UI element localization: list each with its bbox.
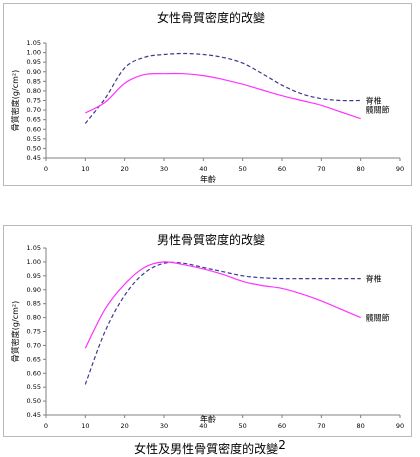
y-tick-label: 1.05: [27, 244, 41, 252]
y-tick-label: 0.45: [27, 411, 41, 419]
y-tick-label: 0.85: [27, 77, 41, 85]
x-tick-label: 20: [121, 165, 129, 173]
x-tick-label: 0: [44, 422, 48, 430]
y-tick-label: 0.60: [27, 369, 41, 377]
y-tick-label: 0.45: [27, 154, 41, 162]
x-tick-label: 10: [81, 165, 89, 173]
chart-title: 男性骨質密度的改變: [157, 232, 265, 247]
y-tick-label: 0.80: [27, 314, 41, 322]
x-tick-label: 90: [396, 165, 404, 173]
series-label-1: 髖關節: [366, 313, 390, 323]
female-bone-density-chart: 女性骨質密度的改變 0.45 0.500.55 0.600.65 0.700.75 0.8…: [10, 10, 404, 184]
x-tick-label: 50: [239, 422, 247, 430]
y-axis-label: 骨質密度(g/cm²): [10, 301, 20, 362]
x-tick-label: 80: [357, 165, 365, 173]
series-label-0: 脊椎: [366, 274, 382, 284]
x-tick-label: 70: [317, 422, 325, 430]
y-tick-label: 0.85: [27, 300, 41, 308]
female-chart-panel: 女性骨質密度的改變 0.45 0.50 0.55 0.60 0.65 0.70 0.75 0.8…: [3, 3, 412, 186]
x-axis-label: 年齡: [200, 174, 216, 184]
series-line-0: [84, 52, 361, 124]
x-tick-label: 30: [160, 165, 168, 173]
y-tick-label: 0.50: [27, 144, 41, 152]
x-tick-label: 50: [239, 165, 247, 173]
male-chart-panel: 男性骨質密度的改變 0.45 0.50 0.55 0.60 0.65 0.70 0.75 0.8…: [3, 225, 412, 437]
y-tick-label: 0.90: [27, 286, 41, 294]
x-tick-label: 60: [278, 165, 286, 173]
y-tick-label: 0.65: [27, 116, 41, 124]
y-axis-label: 骨質密度(g/cm²): [10, 70, 20, 131]
x-tick-label: 10: [81, 422, 89, 430]
y-tick-label: 1.05: [27, 39, 41, 47]
y-tick-label: 0.80: [27, 87, 41, 95]
caption-text: 女性及男性骨質密度的改變: [134, 442, 279, 456]
y-tick-label: 0.95: [27, 272, 41, 280]
y-tick-label: 0.75: [27, 328, 41, 336]
y-tick-label: 0.60: [27, 125, 41, 133]
y-tick-label: 0.70: [27, 106, 41, 114]
x-tick-label: 90: [396, 422, 404, 430]
y-tick-label: 1.00: [27, 258, 41, 266]
y-tick-label: 0.70: [27, 341, 41, 349]
chart-title: 女性骨質密度的改變: [157, 10, 265, 25]
series-line-1: [85, 72, 361, 120]
x-tick-label: 30: [160, 422, 168, 430]
series-label-1: 髖關節: [366, 105, 390, 115]
x-tick-label: 20: [121, 422, 129, 430]
x-tick-label: 0: [44, 165, 48, 173]
y-tick-label: 0.55: [27, 135, 41, 143]
y-tick-label: 1.00: [27, 49, 41, 57]
y-tick-label: 0.95: [27, 58, 41, 66]
x-tick-label: 70: [317, 165, 325, 173]
y-tick-label: 0.75: [27, 97, 41, 105]
y-tick-label: 0.50: [27, 397, 41, 405]
x-tick-label: 40: [199, 422, 207, 430]
x-tick-label: 60: [278, 422, 286, 430]
y-tick-label: 0.65: [27, 355, 41, 363]
x-tick-label: 40: [199, 165, 207, 173]
caption-footnote: 2: [278, 438, 286, 452]
y-tick-label: 0.90: [27, 68, 41, 76]
x-axis-label: 年齡: [200, 414, 216, 424]
y-tick-label: 0.55: [27, 383, 41, 391]
series-line-1: [84, 261, 361, 349]
series-line-0: [84, 261, 361, 385]
figure-caption: 女性及男性骨質密度的改變2: [0, 438, 420, 457]
male-bone-density-chart: 男性骨質密度的改變 0.45 0.50 0.55 0.60 0.65 0.70 0.75 0.8…: [10, 232, 404, 430]
series-label-0: 脊椎: [366, 96, 382, 106]
x-tick-label: 80: [357, 422, 365, 430]
